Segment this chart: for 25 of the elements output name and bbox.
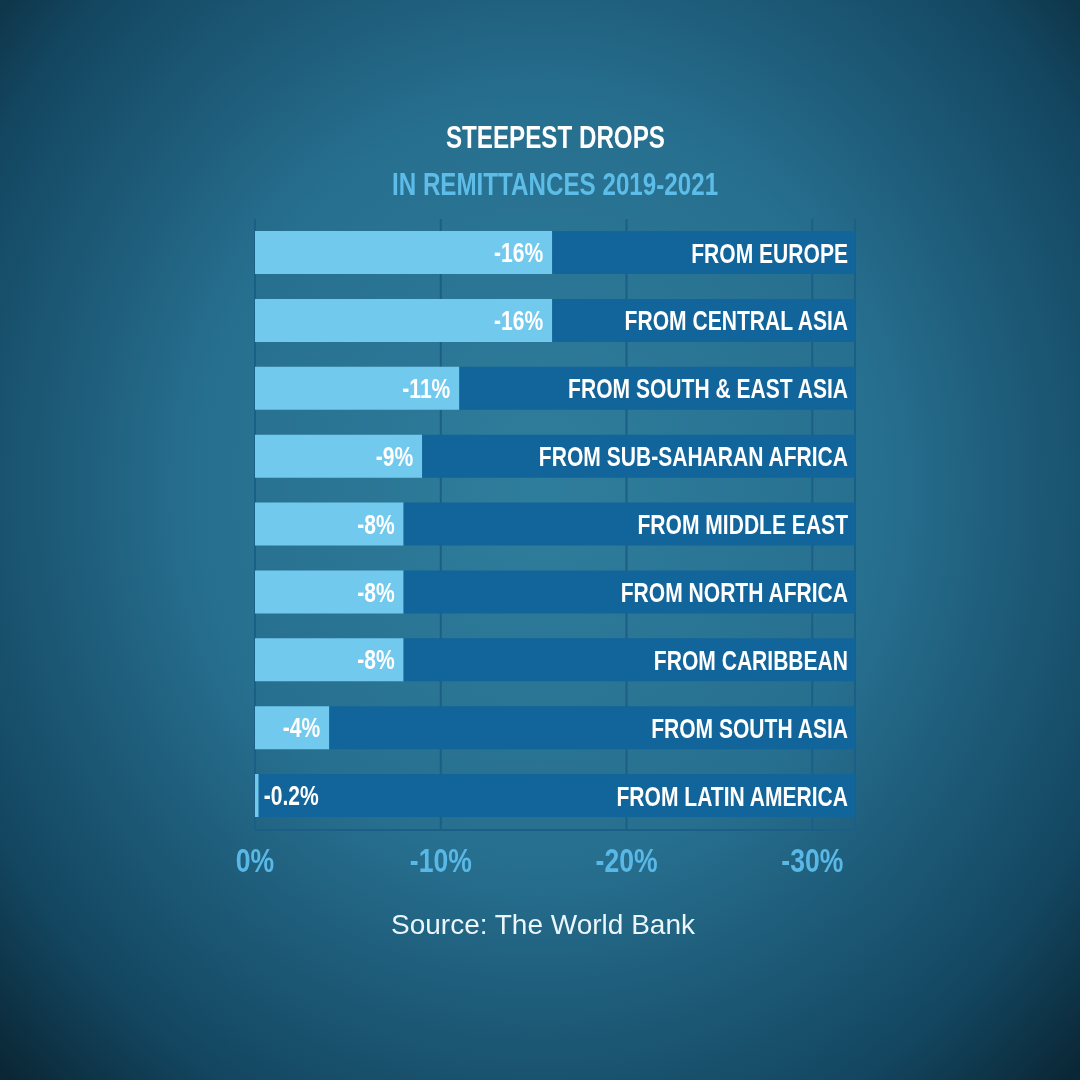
data-label: -11% xyxy=(402,373,451,404)
y-tick-label: FROM SOUTH & EAST ASIA xyxy=(568,373,848,404)
y-tick-label: FROM CARIBBEAN xyxy=(653,645,848,676)
source-note: Source: The World Bank xyxy=(390,909,695,940)
data-label: -0.2% xyxy=(263,780,319,811)
data-label: -8% xyxy=(357,644,395,675)
y-tick-label: FROM LATIN AMERICA xyxy=(616,781,848,812)
data-label: -16% xyxy=(494,305,544,336)
y-tick-label: FROM SUB-SAHARAN AFRICA xyxy=(538,441,848,472)
data-label: -8% xyxy=(357,509,395,540)
x-tick-label: -10% xyxy=(409,840,472,879)
y-tick-label: FROM CENTRAL ASIA xyxy=(624,305,848,336)
y-tick-label: FROM MIDDLE EAST xyxy=(637,509,849,540)
x-tick-label: -20% xyxy=(595,840,658,879)
data-label: -8% xyxy=(357,577,395,608)
data-label: -9% xyxy=(375,441,414,472)
y-tick-label: FROM NORTH AFRICA xyxy=(620,577,848,608)
chart-subtitle: IN REMITTANCES 2019-2021 xyxy=(391,167,719,202)
y-tick-label: FROM SOUTH ASIA xyxy=(651,713,848,744)
chart-title: STEEPEST DROPS xyxy=(445,120,665,155)
data-label: -16% xyxy=(494,237,544,268)
x-tick-label: -30% xyxy=(781,840,844,879)
x-tick-label: 0% xyxy=(235,840,275,879)
y-tick-label: FROM EUROPE xyxy=(691,238,848,269)
data-label: -4% xyxy=(282,712,321,743)
